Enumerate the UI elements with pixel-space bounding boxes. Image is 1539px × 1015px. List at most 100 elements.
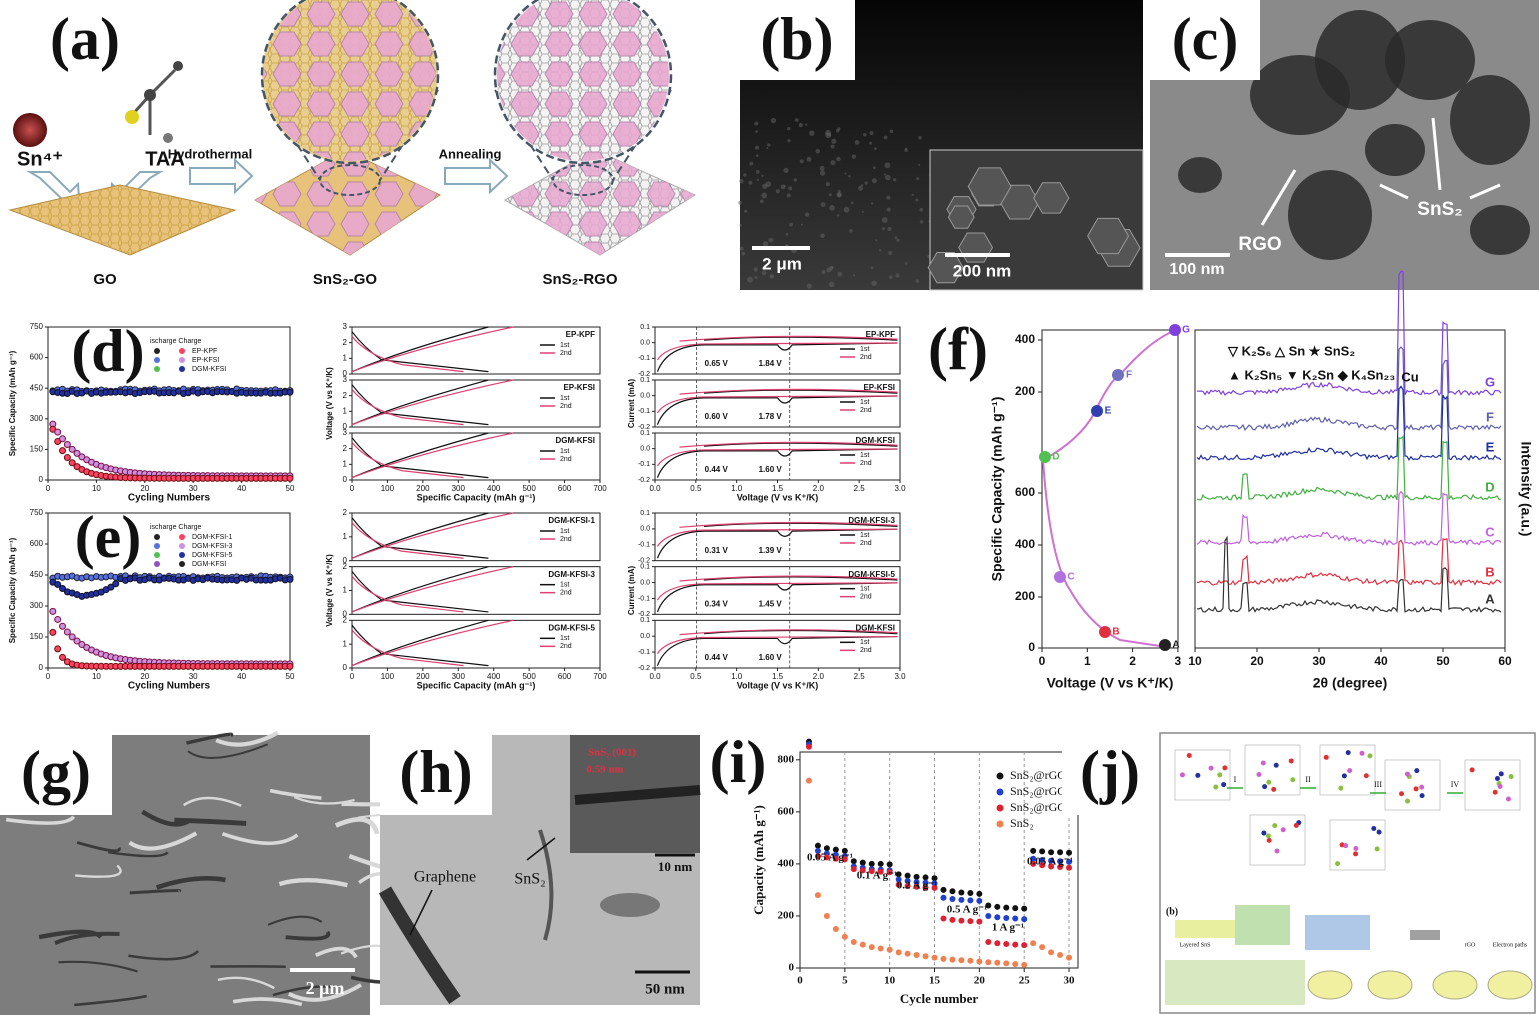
atom	[1469, 767, 1475, 773]
texture	[186, 732, 234, 745]
y-tick-label: 1	[343, 532, 348, 541]
legend-entry: ▽ K₂S₆ △ Sn ★ SnS₂	[1227, 343, 1355, 358]
marker	[63, 440, 71, 448]
panel-label: (a)	[50, 6, 120, 72]
subplot-title: DGM-KFSI	[555, 436, 595, 445]
texture	[38, 929, 103, 940]
texture	[128, 950, 200, 961]
y-tick-label: 1	[343, 586, 348, 595]
legend-entry: ▲ K₂Sn₅ ▼ K₂Sn ◆ K₄Sn₂₃	[1228, 367, 1395, 382]
atom	[1280, 827, 1286, 833]
marker	[985, 938, 992, 945]
marker	[949, 896, 956, 903]
trace-label: A	[1485, 591, 1495, 606]
texture	[892, 178, 897, 182]
peak-label: 0.34 V	[705, 599, 729, 608]
texture	[871, 178, 877, 184]
curve	[656, 629, 898, 666]
atom	[1262, 784, 1268, 790]
curve	[351, 442, 464, 479]
y-tick-label: 2	[343, 562, 348, 571]
legend-entry: 2nd	[860, 540, 872, 547]
legend-entry: 2nd	[560, 456, 572, 463]
marker	[985, 902, 992, 909]
x-tick-label: 200	[416, 484, 430, 493]
atom	[1347, 768, 1353, 774]
x-tick-label: 10	[92, 672, 101, 681]
atom	[1335, 861, 1341, 867]
y-tick-label: 0	[1028, 640, 1035, 654]
texture	[788, 186, 793, 191]
x-tick-label: 60	[1498, 654, 1512, 668]
texture	[334, 817, 380, 835]
y-tick-label: -0.1	[638, 408, 650, 415]
y-tick-label: 300	[30, 414, 44, 423]
texture	[738, 200, 742, 205]
axes-frame	[654, 379, 901, 428]
y-tick-label: 0.0	[640, 633, 650, 640]
marker	[841, 933, 848, 940]
x-tick-label: 100	[381, 484, 395, 493]
atom	[1492, 789, 1498, 795]
panel-label: (b)	[760, 6, 833, 72]
sheet-hex	[505, 150, 695, 255]
rate-label: 0.1 A g⁻¹	[857, 870, 898, 882]
texture	[183, 796, 242, 807]
x-tick-label: 1.0	[731, 672, 743, 681]
texture	[879, 249, 882, 252]
y-tick-label: 1	[343, 459, 348, 468]
texture	[739, 178, 744, 184]
marker	[913, 951, 920, 958]
marker	[112, 580, 120, 588]
particle	[1288, 170, 1372, 260]
legend-marker	[996, 772, 1004, 780]
x-tick-label: 200	[416, 672, 430, 681]
y-tick-label: 3	[343, 375, 348, 384]
marker	[1003, 904, 1010, 911]
atom	[1494, 776, 1500, 782]
x-tick-label: 1	[1084, 654, 1091, 668]
texture	[794, 118, 799, 122]
marker	[1048, 849, 1055, 856]
y-tick-label: -0.2	[638, 558, 650, 565]
x-tick-label: 10	[1188, 654, 1202, 668]
marker	[949, 916, 956, 923]
marker	[1066, 849, 1073, 856]
atom	[1260, 760, 1266, 766]
atom	[1290, 777, 1296, 783]
label-box	[1150, 0, 1260, 80]
texture	[883, 135, 888, 140]
peak-label: 0.65 V	[705, 359, 729, 368]
y-tick-label: -0.1	[638, 595, 650, 602]
y-tick-label: 2	[343, 391, 348, 400]
marker	[850, 866, 857, 873]
texture	[820, 202, 826, 208]
cell	[1464, 759, 1521, 811]
y-tick-label: 0.0	[640, 579, 650, 586]
atom	[1399, 791, 1405, 797]
subplot-title: DGM-KFSI-5	[848, 570, 895, 579]
texture	[895, 273, 900, 278]
marker	[832, 925, 839, 932]
texture	[783, 167, 789, 173]
axis-label: Specific Capacity (mAh g⁻¹)	[417, 492, 536, 502]
label: RGO	[1238, 234, 1281, 255]
crystal	[927, 251, 964, 284]
texture	[221, 832, 299, 846]
marker	[63, 628, 71, 636]
texture	[873, 166, 876, 170]
marker	[976, 958, 983, 965]
marker	[967, 957, 974, 964]
rate-label: 0.5 A g⁻¹	[947, 904, 988, 916]
zoom-hex	[497, 0, 669, 161]
atom	[1505, 796, 1511, 802]
subplot-title: DGM-KFSI-1	[548, 516, 595, 525]
texture	[187, 743, 269, 759]
texture	[826, 267, 832, 273]
peak-label: 1.39 V	[759, 546, 783, 555]
texture	[915, 279, 920, 283]
x-tick-label: 2.0	[813, 672, 825, 681]
curve	[351, 326, 514, 373]
atom	[1413, 786, 1419, 792]
atom	[1363, 773, 1369, 779]
